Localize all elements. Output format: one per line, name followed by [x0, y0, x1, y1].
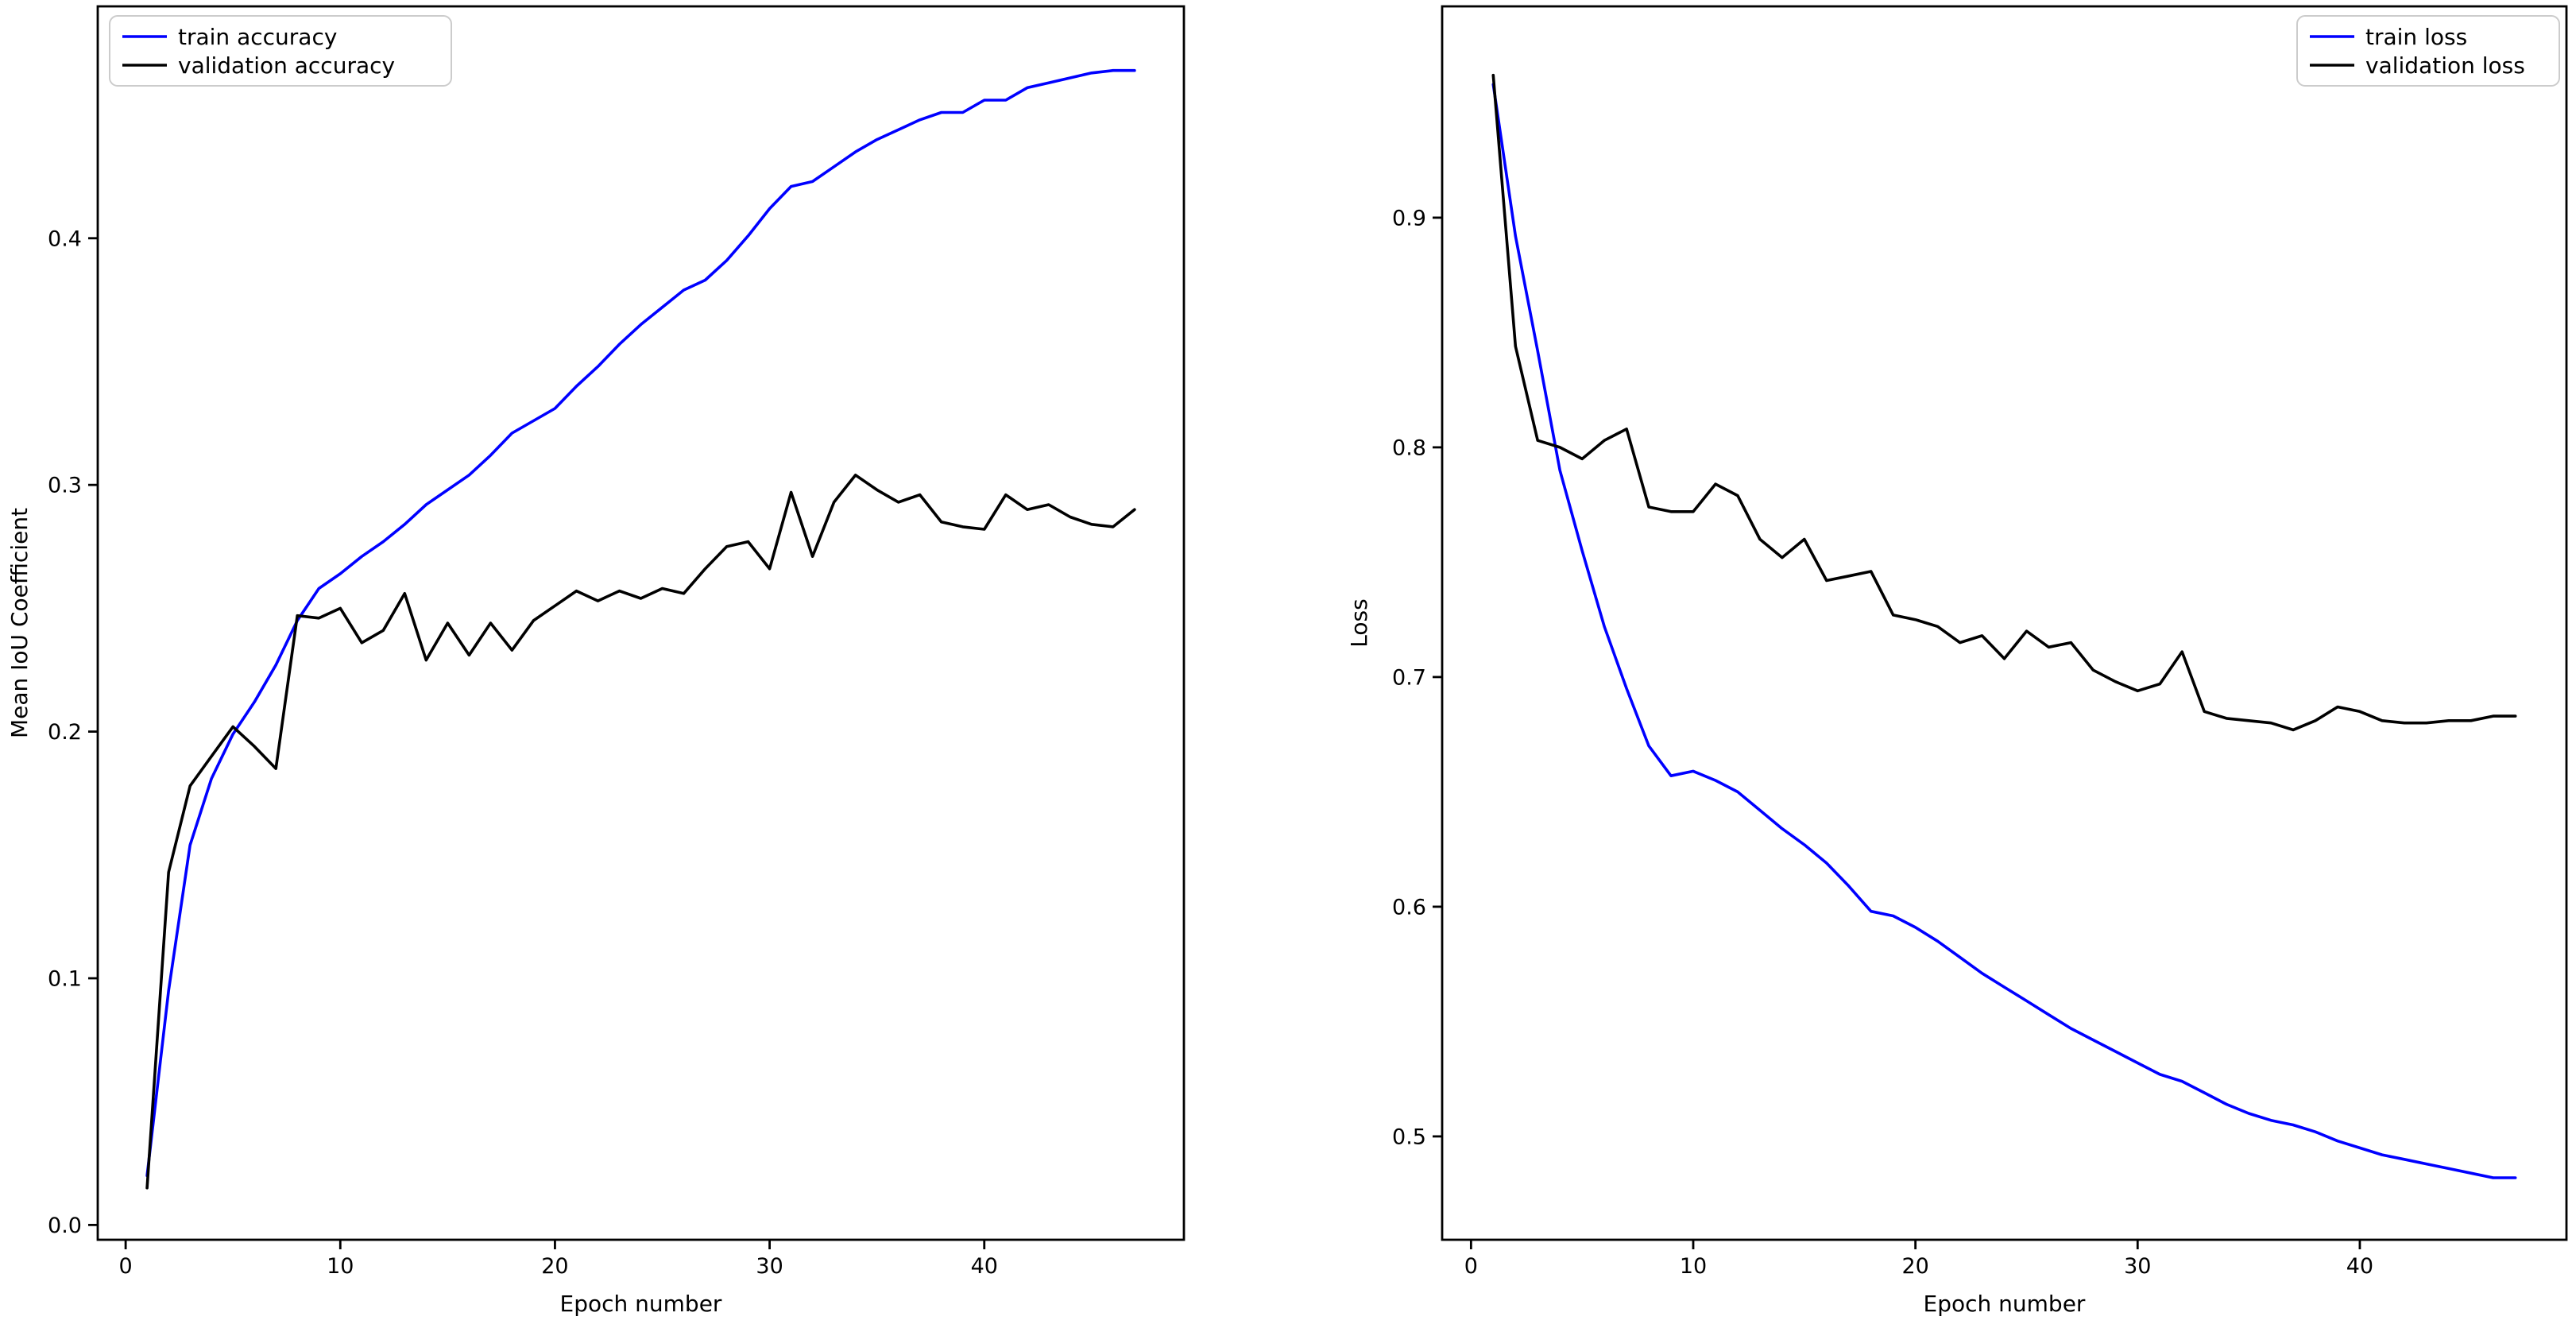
legend-item: validation accuracy — [122, 52, 395, 79]
series-line-validation-accuracy — [145, 473, 1136, 1190]
x-axis-label: Epoch number — [560, 1291, 722, 1317]
y-tick-label: 0.9 — [1392, 206, 1426, 230]
y-tick-label: 0.6 — [1392, 895, 1426, 919]
series-line-train-accuracy — [145, 68, 1136, 1178]
legend-label: validation loss — [2365, 52, 2525, 79]
loss-chart-svg: 0 10 20 30 40 0.5 0.6 0.7 0.8 0.9 Epoch number Loss… — [1346, 5, 2568, 1317]
legend-item: train loss — [2310, 24, 2467, 50]
y-tick-label: 0.3 — [48, 474, 82, 498]
series-line-train-loss — [1491, 83, 2517, 1179]
y-axis-label: Loss — [1346, 598, 1372, 647]
x-tick-label: 30 — [2124, 1254, 2151, 1279]
legend-box — [2296, 15, 2560, 87]
y-tick-label: 0.1 — [48, 966, 82, 991]
y-tick-label: 0.7 — [1392, 665, 1426, 690]
legend-label: train loss — [2365, 24, 2467, 50]
y-tick-label: 0.5 — [1392, 1125, 1426, 1149]
y-axis-label: Mean IoU Coefficient — [6, 508, 33, 738]
plot-area-border — [96, 5, 1186, 1241]
y-tick-label: 0.2 — [48, 720, 82, 745]
plot-area-border — [1441, 5, 2568, 1241]
x-tick-label: 40 — [2346, 1254, 2373, 1279]
loss-chart: 0 10 20 30 40 0.5 0.6 0.7 0.8 0.9 Epoch number Loss… — [1288, 0, 2576, 1324]
y-tick-label: 0.8 — [1392, 436, 1426, 460]
legend-label: validation accuracy — [178, 52, 395, 79]
series-line-validation-loss — [1491, 73, 2517, 732]
x-tick-label: 40 — [971, 1254, 998, 1279]
accuracy-chart: 0 10 20 30 40 0.0 0.1 0.2 0.3 0.4 Epoch number Mean… — [6, 5, 1186, 1317]
x-tick-label: 30 — [756, 1254, 783, 1279]
legend-item: validation loss — [2310, 52, 2525, 79]
accuracy-chart-svg: 0 10 20 30 40 0.0 0.1 0.2 0.3 0.4 Epoch number Mean… — [6, 5, 1186, 1317]
x-tick-label: 20 — [541, 1254, 568, 1279]
legend-box — [109, 15, 452, 87]
legend-item: train accuracy — [122, 24, 337, 50]
x-tick-label: 10 — [327, 1254, 354, 1279]
x-axis-label: Epoch number — [1924, 1291, 2086, 1317]
y-tick-label: 0.4 — [48, 226, 82, 251]
legend-label: train accuracy — [178, 24, 337, 50]
x-tick-label: 0 — [119, 1254, 133, 1279]
y-tick-label: 0.0 — [48, 1214, 82, 1238]
x-tick-label: 20 — [1901, 1254, 1928, 1279]
x-tick-label: 0 — [1464, 1254, 1478, 1279]
x-tick-label: 10 — [1680, 1254, 1707, 1279]
